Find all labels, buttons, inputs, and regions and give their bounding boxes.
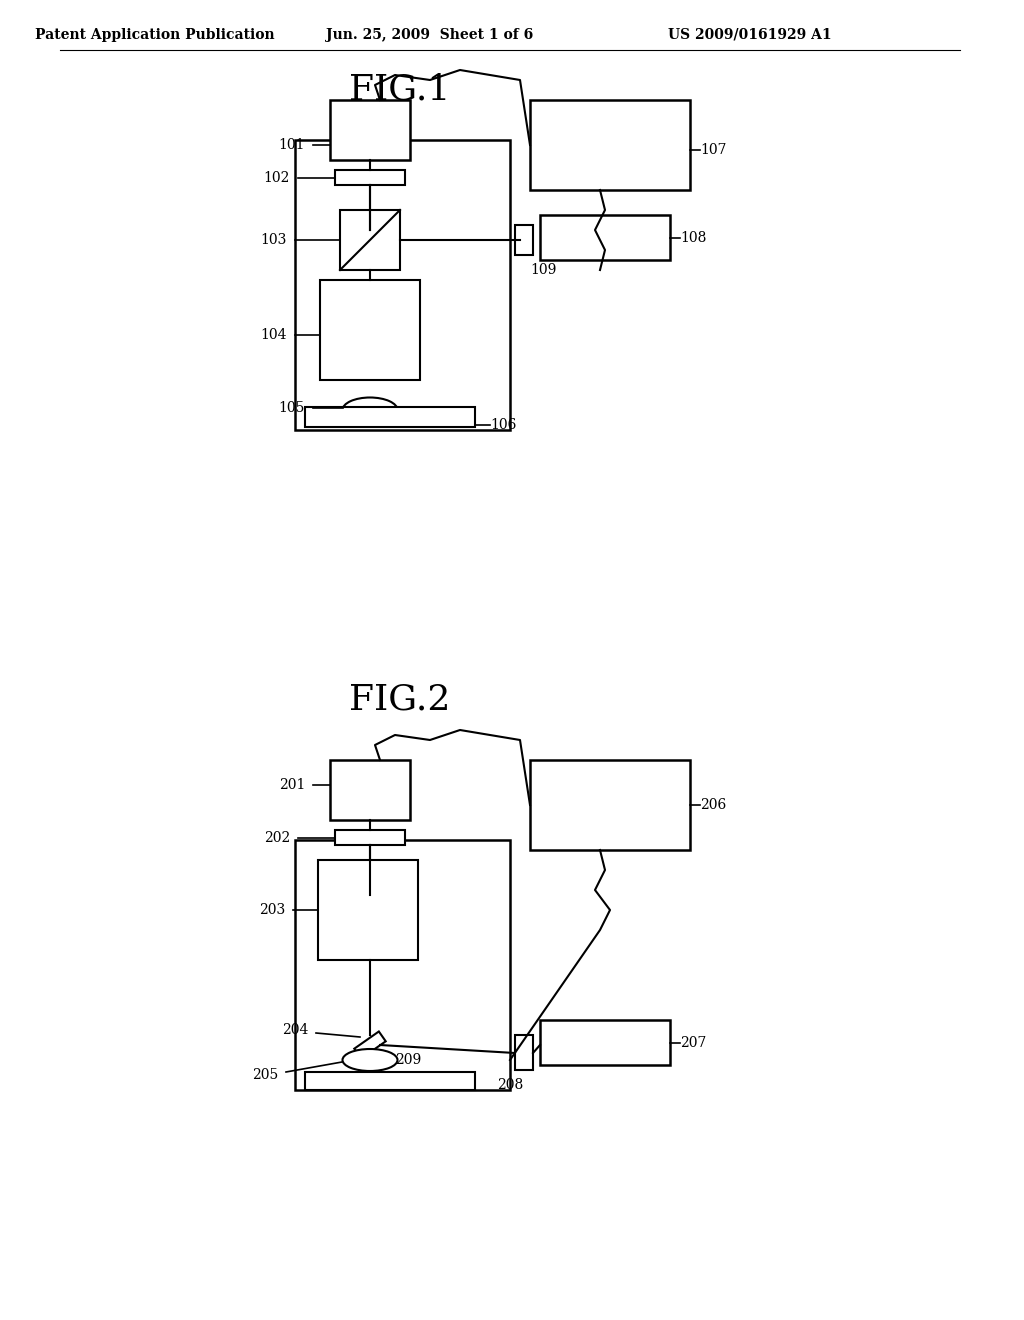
Text: Jun. 25, 2009  Sheet 1 of 6: Jun. 25, 2009 Sheet 1 of 6 — [327, 28, 534, 42]
Text: 107: 107 — [700, 143, 726, 157]
Text: 206: 206 — [700, 799, 726, 812]
Bar — [330, 760, 410, 820]
Text: 205: 205 — [252, 1068, 278, 1082]
Text: US 2009/0161929 A1: US 2009/0161929 A1 — [669, 28, 831, 42]
Text: 102: 102 — [263, 172, 290, 185]
Bar — [530, 760, 690, 850]
Text: FIG.2: FIG.2 — [349, 682, 451, 717]
Text: Patent Application Publication: Patent Application Publication — [35, 28, 274, 42]
Bar — [319, 280, 420, 380]
Text: 203: 203 — [259, 903, 285, 917]
Text: 104: 104 — [260, 327, 287, 342]
Text: 208: 208 — [497, 1078, 523, 1092]
Bar — [540, 215, 670, 260]
Bar — [305, 1072, 475, 1090]
Bar — [335, 170, 406, 185]
Bar — [515, 224, 534, 255]
Text: 106: 106 — [490, 418, 516, 432]
Bar — [340, 210, 400, 271]
Bar — [295, 140, 510, 430]
Text: 108: 108 — [680, 231, 707, 246]
Text: 101: 101 — [279, 139, 305, 152]
Bar — [515, 1035, 534, 1071]
Text: 201: 201 — [279, 777, 305, 792]
Bar — [330, 100, 410, 160]
Bar — [305, 407, 475, 426]
Text: 103: 103 — [261, 234, 287, 247]
Text: 209: 209 — [395, 1053, 421, 1067]
Bar — [318, 861, 418, 960]
Bar — [295, 840, 510, 1090]
Text: 202: 202 — [264, 832, 290, 845]
Text: 109: 109 — [530, 263, 556, 277]
Polygon shape — [354, 1031, 386, 1059]
Bar — [335, 830, 406, 845]
Text: FIG.1: FIG.1 — [349, 73, 451, 107]
Bar — [530, 100, 690, 190]
Text: 204: 204 — [282, 1023, 308, 1038]
Text: 105: 105 — [279, 401, 305, 414]
Ellipse shape — [342, 397, 397, 422]
Ellipse shape — [342, 1049, 397, 1071]
Bar — [540, 1020, 670, 1065]
Text: 207: 207 — [680, 1036, 707, 1049]
